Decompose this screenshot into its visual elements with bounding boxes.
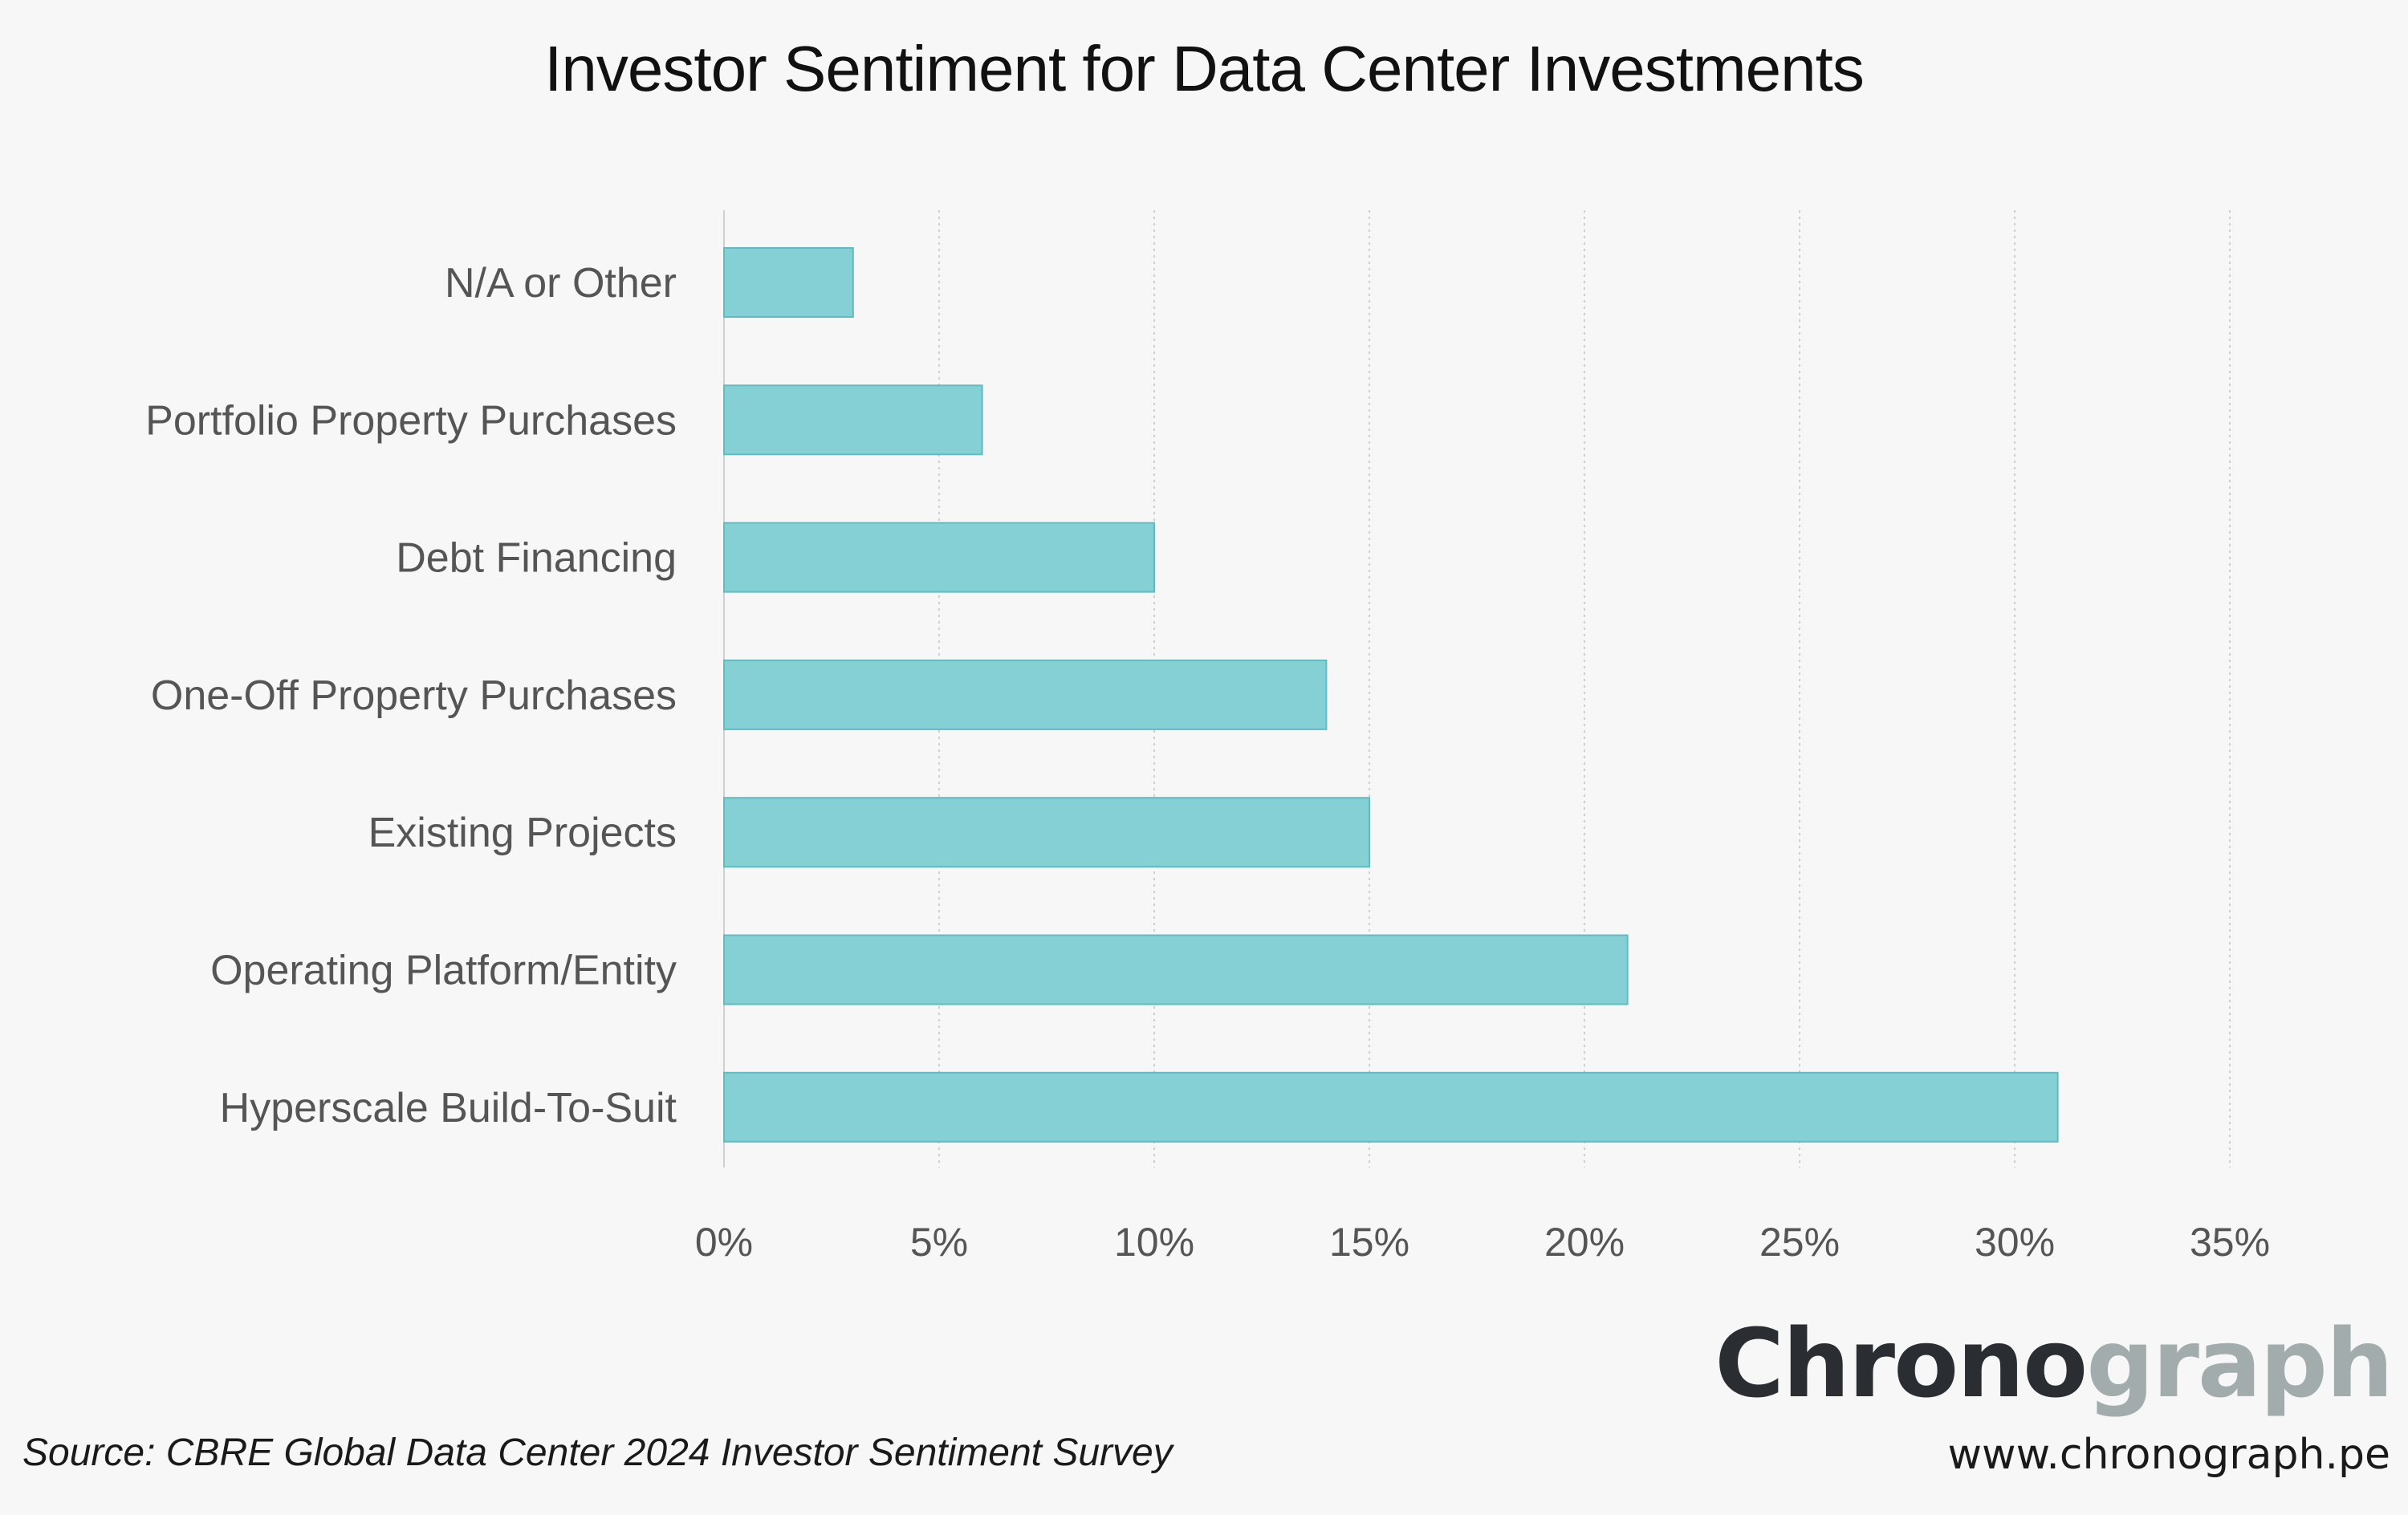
x-tick-label: 0% xyxy=(695,1220,753,1265)
category-label: Debt Financing xyxy=(396,535,677,582)
chart-title: Investor Sentiment for Data Center Inves… xyxy=(544,33,1865,104)
bar-layer xyxy=(723,247,2059,1143)
category-label: Operating Platform/Entity xyxy=(210,948,677,994)
grid-layer xyxy=(723,210,2231,1168)
category-label: One-Off Property Purchases xyxy=(151,672,677,719)
brand-logo-part-dark: Chrono xyxy=(1714,1308,2088,1419)
bar xyxy=(723,797,1370,868)
bar xyxy=(723,659,1328,730)
source-note: Source: CBRE Global Data Center 2024 Inv… xyxy=(22,1432,1173,1474)
brand-logo-part-light: graph xyxy=(2086,1308,2394,1419)
x-tick-labels: 0% 5% 10% 15% 20% 25% 30% 35% xyxy=(695,1220,2270,1265)
category-label: Hyperscale Build-To-Suit xyxy=(220,1085,677,1131)
x-tick-label: 10% xyxy=(1114,1220,1194,1265)
bar xyxy=(723,384,983,456)
category-labels: N/A or Other Portfolio Property Purchases… xyxy=(145,260,677,1131)
brand-logo: Chronograph xyxy=(1714,1316,2394,1411)
bar xyxy=(723,522,1155,593)
x-tick-label: 25% xyxy=(1759,1220,1840,1265)
category-label: Portfolio Property Purchases xyxy=(145,397,677,444)
x-tick-label: 35% xyxy=(2190,1220,2270,1265)
category-label: N/A or Other xyxy=(445,260,677,307)
x-tick-label: 20% xyxy=(1544,1220,1625,1265)
x-tick-label: 5% xyxy=(910,1220,968,1265)
category-label: Existing Projects xyxy=(368,810,677,856)
brand-url: www.chronograph.pe xyxy=(1947,1431,2390,1479)
bar xyxy=(723,934,1629,1005)
bar xyxy=(723,1071,2059,1143)
bar xyxy=(723,247,854,318)
x-tick-label: 15% xyxy=(1329,1220,1409,1265)
x-tick-label: 30% xyxy=(1975,1220,2055,1265)
